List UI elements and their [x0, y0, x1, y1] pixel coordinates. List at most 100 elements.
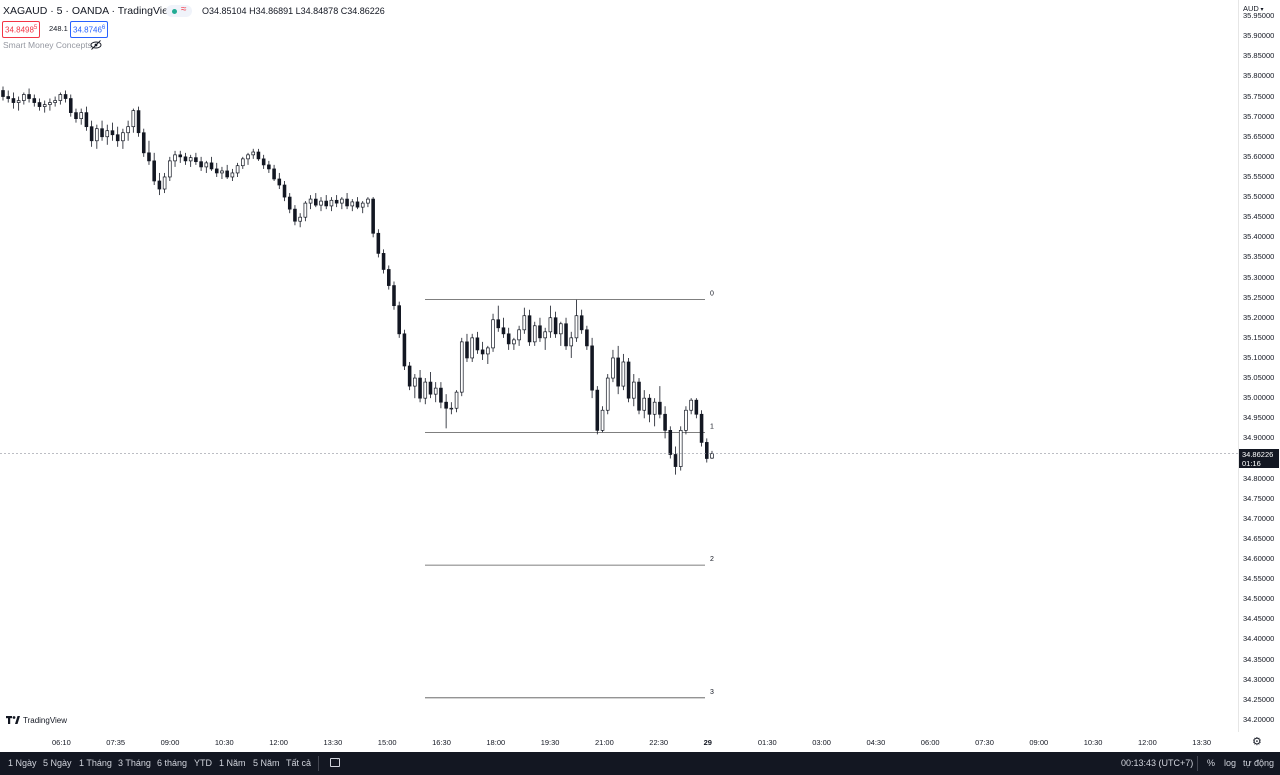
- candle-body: [444, 401, 448, 409]
- candle: [705, 438, 709, 463]
- candle: [590, 337, 594, 399]
- candle-body: [475, 337, 480, 351]
- price-axis[interactable]: AUD ▾ 35.95000 35.90000 35.85000 35.80000 35…: [1238, 0, 1280, 732]
- sell-button[interactable]: 34.84985: [2, 21, 41, 38]
- candle-body: [194, 157, 198, 163]
- candle-body: [173, 154, 177, 162]
- candle-body: [27, 94, 31, 99]
- range-5-days[interactable]: 5 Ngày: [43, 758, 72, 768]
- candle-body: [324, 200, 329, 207]
- settings-gear-icon[interactable]: ⚙: [1252, 736, 1262, 748]
- high-label: H: [249, 6, 256, 16]
- candlestick-chart[interactable]: 0 1 2 3: [0, 0, 1238, 732]
- date-range-icon[interactable]: →: [330, 755, 340, 767]
- candle: [199, 156, 203, 171]
- price-tick-label: 35.30000: [1243, 272, 1275, 282]
- candle: [678, 426, 683, 471]
- candle-body: [418, 377, 422, 399]
- price-tick-label: 34.40000: [1243, 634, 1275, 644]
- candle-body: [115, 134, 120, 142]
- time-tick-label: 16:30: [432, 738, 451, 747]
- candle-body: [413, 377, 417, 387]
- candle-body: [564, 323, 568, 347]
- time-tick-label: 10:30: [1083, 738, 1103, 747]
- candle: [241, 156, 245, 169]
- candle: [355, 197, 360, 210]
- candle: [527, 309, 532, 346]
- candle-body: [699, 413, 704, 443]
- auto-scale-toggle[interactable]: tự động: [1243, 758, 1275, 768]
- candle-body: [53, 100, 57, 103]
- fib-level-label: 0: [710, 291, 714, 298]
- range-1-month[interactable]: 1 Tháng: [79, 758, 112, 768]
- candle: [319, 197, 323, 212]
- indicator-name[interactable]: Smart Money Concepts: [3, 40, 92, 50]
- candle-body: [543, 331, 547, 339]
- time-axis[interactable]: 06:10 07:35 09:00 10:30 12:00 13:30 15:00 16:30…: [0, 732, 1280, 752]
- candle: [68, 94, 73, 117]
- log-toggle[interactable]: log: [1224, 758, 1237, 768]
- divider: [1197, 756, 1198, 771]
- price-tick-label: 34.35000: [1243, 654, 1275, 664]
- candle: [637, 378, 641, 415]
- candle: [600, 406, 605, 433]
- range-1-day[interactable]: 1 Ngày: [8, 758, 37, 768]
- candle-body: [261, 158, 266, 166]
- candle: [220, 166, 224, 179]
- range-1-year[interactable]: 1 Năm: [219, 758, 246, 768]
- candle-body: [199, 161, 203, 168]
- candle-body: [553, 317, 558, 335]
- candle: [136, 106, 141, 137]
- buy-button[interactable]: 34.87466: [70, 21, 109, 38]
- time-tick-label: 29: [703, 738, 712, 747]
- candle-body: [360, 202, 365, 208]
- eye-hidden-icon[interactable]: [90, 38, 102, 50]
- candle-body: [63, 94, 68, 99]
- candle: [27, 88, 31, 103]
- clock-timezone[interactable]: 00:13:43 (UTC+7): [1121, 758, 1194, 768]
- candle-body: [6, 96, 10, 99]
- sell-price-suffix: 5: [33, 25, 38, 31]
- candle-body: [220, 170, 224, 174]
- range-ytd[interactable]: YTD: [194, 758, 212, 768]
- candle-body: [496, 319, 501, 329]
- candle-body: [105, 130, 110, 138]
- candle-body: [506, 333, 511, 345]
- candle: [178, 150, 183, 163]
- open-label: O: [202, 6, 210, 16]
- symbol-title[interactable]: XAGAUD · 5 · OANDA · TradingView: [3, 5, 176, 17]
- currency-selector[interactable]: AUD ▾: [1243, 4, 1264, 13]
- candle-body: [366, 198, 370, 204]
- candle-body: [548, 317, 553, 333]
- candle-body: [449, 407, 454, 410]
- candle-body: [381, 253, 386, 270]
- candle: [449, 402, 454, 415]
- candle-body: [246, 154, 250, 160]
- ohlc-values: O34.85104 H34.86891 L34.84878 C34.86226: [202, 6, 385, 16]
- candle: [11, 92, 16, 109]
- candle: [267, 160, 271, 173]
- range-5-years[interactable]: 5 Năm: [253, 758, 280, 768]
- close-value: 34.86226: [347, 6, 385, 16]
- candle-body: [84, 112, 89, 128]
- candle: [329, 197, 334, 212]
- range-6-months[interactable]: 6 tháng: [157, 758, 188, 768]
- candle: [397, 301, 401, 338]
- percent-toggle[interactable]: %: [1207, 758, 1216, 768]
- tradingview-logo[interactable]: TradingView: [3, 713, 71, 727]
- range-all[interactable]: Tất cả: [286, 758, 312, 768]
- candle-body: [652, 401, 657, 415]
- price-tick-label: 34.95000: [1243, 413, 1275, 423]
- price-tick-label: 35.25000: [1243, 292, 1275, 302]
- candle-body: [157, 180, 162, 190]
- range-3-months[interactable]: 3 Tháng: [118, 758, 151, 768]
- candle: [194, 152, 198, 165]
- price-tick-label: 35.50000: [1243, 192, 1275, 202]
- candle-body: [397, 305, 401, 335]
- candle-body: [251, 151, 256, 156]
- candle: [684, 406, 688, 435]
- candle: [131, 108, 136, 133]
- candle-body: [214, 168, 219, 174]
- time-tick-label: 10:30: [214, 738, 234, 747]
